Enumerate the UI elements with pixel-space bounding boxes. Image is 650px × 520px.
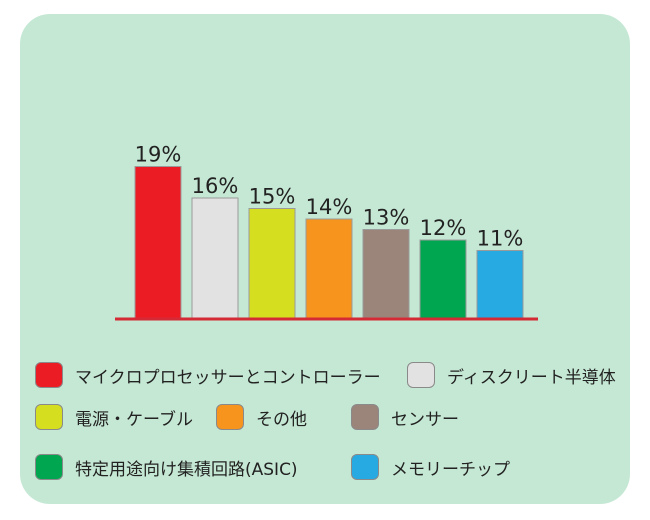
bar — [419, 239, 467, 319]
legend-item-microprocessor: マイクロプロセッサーとコントローラー — [35, 361, 381, 389]
legend-label: マイクロプロセッサーとコントローラー — [75, 367, 381, 388]
legend-item-memory: メモリーチップ — [351, 453, 510, 481]
legend-label: 特定用途向け集積回路(ASIC) — [75, 459, 298, 480]
bar — [134, 166, 182, 319]
legend-swatch — [351, 404, 379, 430]
bar — [305, 218, 353, 319]
bar — [248, 208, 296, 319]
bar-value-label: 19% — [135, 143, 182, 167]
legend-swatch — [216, 404, 244, 430]
bar-value-label: 15% — [249, 185, 296, 209]
bar — [191, 197, 239, 319]
legend-item-discrete: ディスクリート半導体 — [407, 361, 616, 389]
bar — [362, 229, 410, 319]
bar-value-label: 16% — [192, 174, 239, 198]
legend-swatch — [35, 362, 63, 388]
legend-swatch — [351, 454, 379, 480]
legend-item-power-cable: 電源・ケーブル — [35, 403, 193, 431]
legend-item-sensor: センサー — [351, 403, 459, 431]
bar-value-label: 14% — [306, 195, 353, 219]
legend-swatch — [35, 454, 63, 480]
legend-label: メモリーチップ — [391, 459, 510, 480]
legend-label: センサー — [391, 409, 459, 430]
bar — [476, 250, 524, 319]
legend-swatch — [407, 362, 435, 388]
bar-value-label: 12% — [420, 216, 467, 240]
legend-item-other: その他 — [216, 403, 307, 431]
legend-item-asic: 特定用途向け集積回路(ASIC) — [35, 453, 298, 481]
bar-value-label: 11% — [477, 227, 524, 251]
legend-label: 電源・ケーブル — [75, 409, 193, 430]
legend-swatch — [35, 404, 63, 430]
bar-value-label: 13% — [363, 206, 410, 230]
legend-label: その他 — [256, 409, 307, 430]
legend-label: ディスクリート半導体 — [447, 367, 616, 388]
